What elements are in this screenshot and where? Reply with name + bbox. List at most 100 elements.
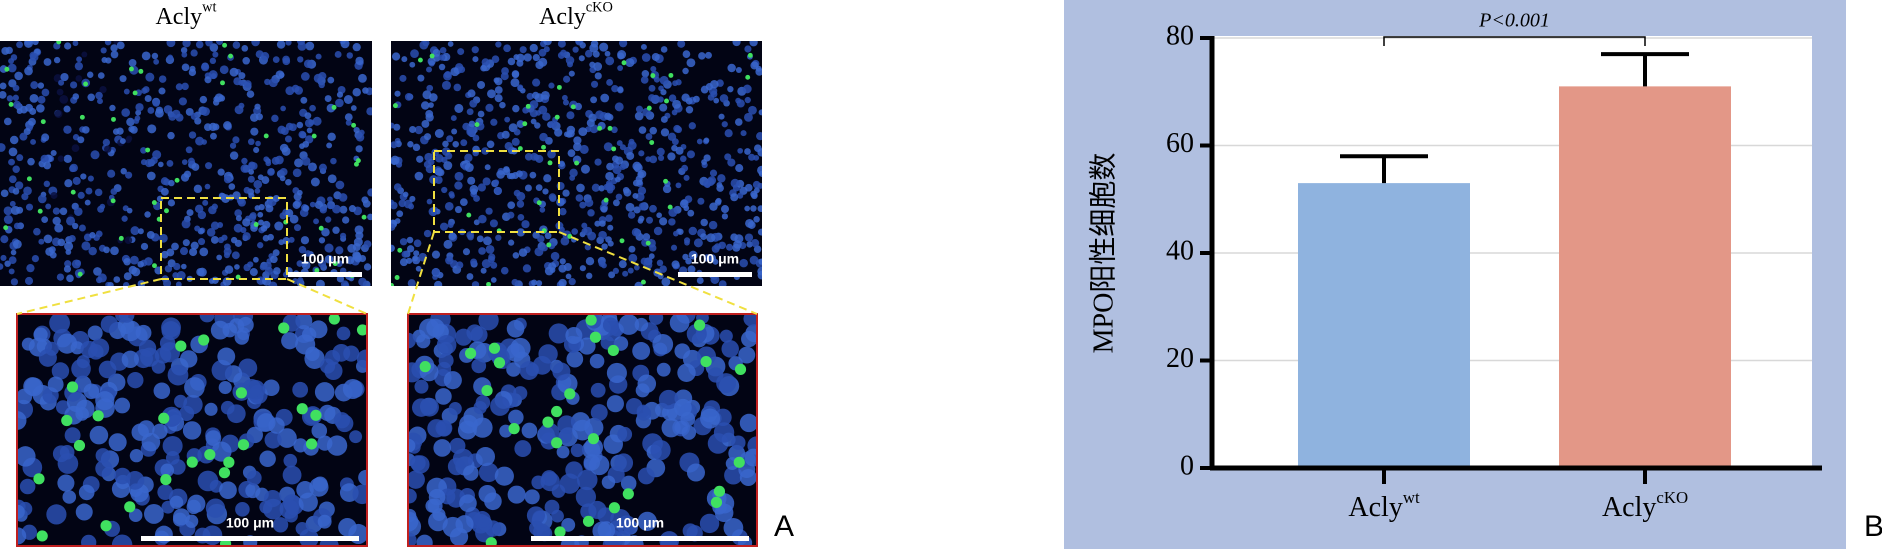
nucleus xyxy=(486,140,495,149)
nucleus xyxy=(641,53,651,62)
nucleus xyxy=(649,126,658,135)
nucleus xyxy=(129,449,144,463)
nucleus xyxy=(544,499,560,515)
marker-signal xyxy=(218,467,231,479)
nucleus xyxy=(300,96,308,104)
nucleus xyxy=(598,230,607,240)
nucleus xyxy=(651,52,660,61)
nucleus xyxy=(293,224,302,232)
nucleus xyxy=(516,120,525,128)
nucleus xyxy=(700,218,708,227)
zoom-frame xyxy=(407,313,758,547)
nucleus xyxy=(263,156,270,163)
nucleus xyxy=(391,244,395,252)
nucleus xyxy=(598,260,606,267)
nucleus xyxy=(314,382,335,402)
nucleus xyxy=(318,237,326,244)
nucleus xyxy=(716,373,737,394)
nucleus xyxy=(408,488,417,504)
nucleus xyxy=(216,41,224,45)
nucleus xyxy=(558,160,565,167)
nucleus xyxy=(490,118,498,126)
nucleus xyxy=(709,169,718,177)
marker-signal xyxy=(235,387,247,399)
nucleus xyxy=(566,350,584,368)
roi-line xyxy=(16,278,162,315)
nucleus xyxy=(305,41,315,51)
marker-signal xyxy=(419,361,431,373)
nucleus xyxy=(466,273,474,280)
marker-signal xyxy=(77,271,83,277)
nucleus xyxy=(185,146,193,154)
nucleus xyxy=(327,132,336,141)
marker-signal xyxy=(645,240,651,246)
nucleus xyxy=(508,409,524,426)
nucleus xyxy=(401,56,408,63)
nucleus xyxy=(494,94,503,103)
nucleus xyxy=(409,195,416,203)
nucleus xyxy=(363,240,372,248)
nucleus xyxy=(204,76,212,84)
marker-signal xyxy=(700,355,712,368)
nucleus xyxy=(748,153,756,161)
nucleus xyxy=(352,243,361,252)
nucleus xyxy=(9,200,16,207)
nucleus xyxy=(576,469,598,491)
nucleus xyxy=(455,515,474,534)
nucleus xyxy=(349,430,363,444)
marker-signal xyxy=(152,263,157,269)
nucleus xyxy=(355,145,363,153)
nucleus xyxy=(402,191,409,198)
nucleus xyxy=(557,415,576,435)
nucleus xyxy=(534,122,541,129)
nucleus xyxy=(315,53,322,60)
nucleus xyxy=(616,140,623,147)
nucleus xyxy=(160,463,175,478)
nucleus xyxy=(28,117,36,126)
nucleus xyxy=(340,41,350,49)
nucleus xyxy=(272,194,280,202)
marker-signal xyxy=(585,314,597,326)
nucleus xyxy=(158,87,166,95)
nucleus xyxy=(718,113,725,120)
marker-signal xyxy=(551,437,563,449)
nucleus xyxy=(103,246,110,254)
marker-signal xyxy=(597,125,603,131)
nucleus xyxy=(292,168,302,178)
marker-signal xyxy=(175,340,187,352)
nucleus xyxy=(121,350,139,368)
nucleus xyxy=(700,233,707,241)
bar xyxy=(1298,183,1470,468)
nucleus xyxy=(283,453,298,468)
nucleus xyxy=(653,226,663,236)
nucleus xyxy=(614,453,634,473)
nucleus xyxy=(443,371,462,390)
nucleus xyxy=(512,104,520,113)
nucleus xyxy=(47,376,64,393)
nucleus xyxy=(335,98,344,108)
nucleus xyxy=(309,320,328,339)
nucleus xyxy=(631,228,641,237)
nucleus xyxy=(188,131,197,139)
nucleus xyxy=(367,188,372,197)
nucleus xyxy=(288,236,295,243)
marker-signal xyxy=(522,121,528,127)
nucleus xyxy=(57,474,75,492)
nucleus xyxy=(733,240,742,249)
nucleus xyxy=(634,111,644,121)
nucleus xyxy=(218,380,232,395)
nucleus xyxy=(608,271,616,279)
nucleus xyxy=(232,41,241,49)
nucleus xyxy=(477,183,486,192)
nucleus xyxy=(257,242,264,249)
nucleus xyxy=(519,46,527,54)
nucleus xyxy=(413,250,420,257)
nucleus xyxy=(33,227,41,236)
nucleus xyxy=(612,267,619,275)
nucleus xyxy=(503,166,510,173)
nucleus xyxy=(637,467,655,485)
nucleus xyxy=(280,127,289,135)
nucleus xyxy=(426,84,434,92)
nucleus xyxy=(516,200,525,208)
marker-signal xyxy=(129,66,134,72)
